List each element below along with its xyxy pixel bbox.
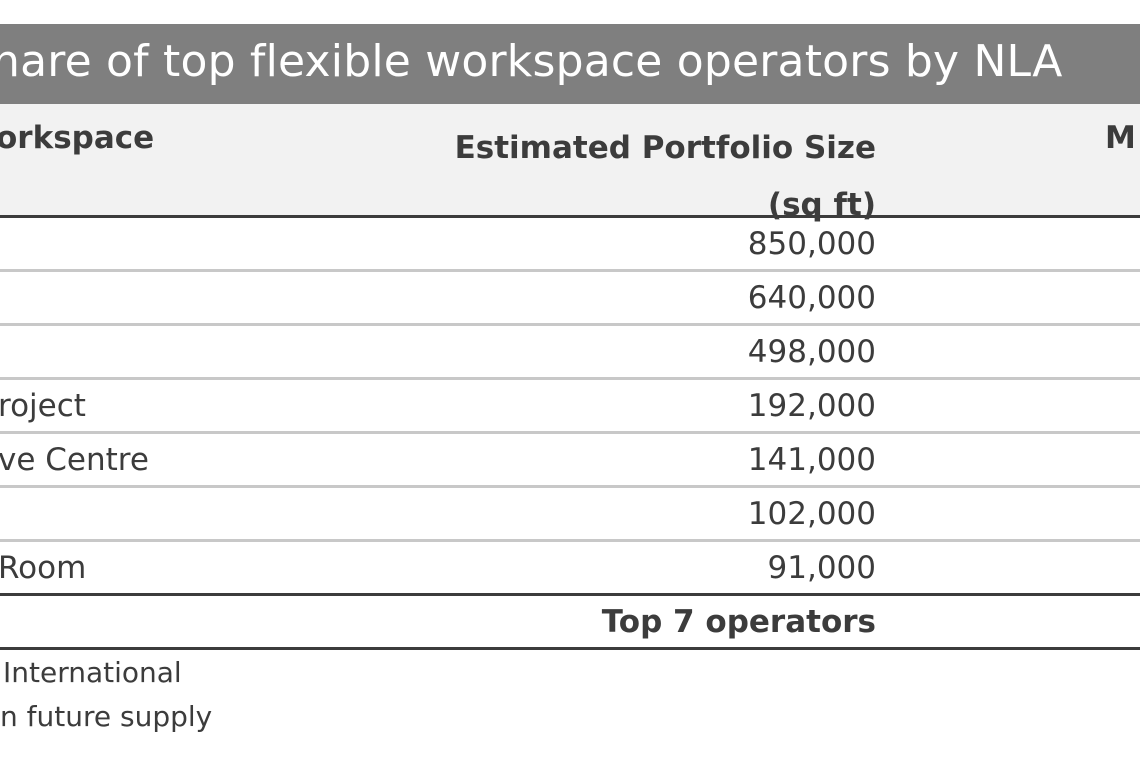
header-portfolio-size-line1: Estimated Portfolio Size xyxy=(454,130,876,166)
header-portfolio-size-line2: (sq ft) xyxy=(767,187,876,223)
table-row: roject 192,000 xyxy=(0,380,1140,434)
portfolio-size: 192,000 xyxy=(747,388,876,424)
operator-name: roject xyxy=(0,388,86,424)
table-row: Room 91,000 xyxy=(0,542,1140,596)
header-workspace: orkspace xyxy=(0,120,155,156)
table-row: ve Centre 141,000 xyxy=(0,434,1140,488)
operator-name: Room xyxy=(0,550,87,586)
portfolio-size: 102,000 xyxy=(747,496,876,532)
footnote-note: n future supply xyxy=(0,700,213,733)
table-title-bar: hare of top flexible workspace operators… xyxy=(0,24,1140,104)
portfolio-size: 91,000 xyxy=(767,550,876,586)
table-row: 498,000 xyxy=(0,326,1140,380)
table-row: 640,000 xyxy=(0,272,1140,326)
table-row: 850,000 xyxy=(0,218,1140,272)
header-portfolio-size: Estimated Portfolio Size (sq ft) xyxy=(455,120,876,234)
footnote-source: International xyxy=(3,656,182,689)
table-body: 850,000 640,000 498,000 roject 192,000 v… xyxy=(0,218,1140,650)
table-total-row: Top 7 operators xyxy=(0,596,1140,650)
portfolio-size: 141,000 xyxy=(747,442,876,478)
table-title: hare of top flexible workspace operators… xyxy=(0,36,1063,87)
portfolio-size: 640,000 xyxy=(747,280,876,316)
table-header: orkspace Estimated Portfolio Size (sq ft… xyxy=(0,104,1140,223)
header-third-column: M xyxy=(1105,120,1136,156)
portfolio-size: 850,000 xyxy=(747,226,876,262)
footnotes: International n future supply xyxy=(0,656,212,744)
total-label: Top 7 operators xyxy=(601,604,876,640)
operator-name: ve Centre xyxy=(0,442,149,478)
portfolio-size: 498,000 xyxy=(747,334,876,370)
table-row: 102,000 xyxy=(0,488,1140,542)
